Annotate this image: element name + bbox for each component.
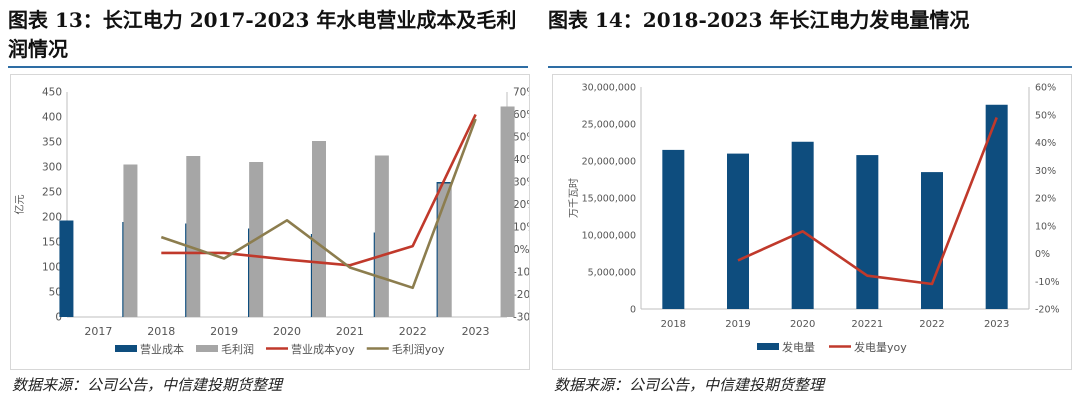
x-tick-label: 2021 <box>336 325 364 338</box>
chart-14-svg: 0 5,000,000 10,000,000 15,000,000 20,000,000… <box>568 83 1060 355</box>
bar-发电量 <box>856 155 879 309</box>
legend-label: 发电量 <box>782 340 815 354</box>
y2-tick-label: 30% <box>1035 166 1056 177</box>
y-tick-label: 400 <box>42 112 62 124</box>
chart-13-title: 图表 13：长江电力 2017-2023 年水电营业成本及毛利润情况 <box>8 8 517 61</box>
legend-swatch-发电量 <box>757 343 779 350</box>
x-tick-label: 2023 <box>462 325 490 338</box>
bar-毛利润 <box>374 155 389 317</box>
line-毛利润yoy <box>160 118 477 290</box>
x-tick-label: 2019 <box>725 319 750 330</box>
y2-tick-label: 60% <box>1035 83 1056 94</box>
chart-14-title: 图表 14：2018-2023 年长江电力发电量情况 <box>548 8 970 32</box>
y2-tick-label: 50% <box>1035 110 1056 121</box>
x-tick-label: 2023 <box>984 319 1009 330</box>
y2-tick-label: 20% <box>513 199 529 211</box>
legend-swatch-营业成本 <box>115 345 137 352</box>
bar-营业成本 <box>59 220 74 317</box>
y2-tick-label: 50% <box>513 132 529 144</box>
bar-发电量 <box>921 172 943 309</box>
right-panel: 图表 14：2018-2023 年长江电力发电量情况 0 5,000,000 10,… <box>548 0 1076 401</box>
bar-发电量 <box>727 153 749 309</box>
y2-tick-label: 0% <box>1035 249 1050 260</box>
y-tick-label: 5,000,000 <box>588 268 636 279</box>
y-tick-label: 25,000,000 <box>582 120 636 131</box>
x-tick-label: 2019 <box>210 325 238 338</box>
y2-tick-label: -30% <box>513 312 529 324</box>
bar-毛利润 <box>500 106 515 317</box>
y2-tick-label: -10% <box>513 267 529 279</box>
x-tick-label: 2018 <box>661 319 686 330</box>
y2-tick-label: -20% <box>513 289 529 301</box>
y2-tick-label: 10% <box>513 222 529 234</box>
y-tick-label: 450 <box>42 87 62 99</box>
y-tick-label: 250 <box>42 187 62 199</box>
y2-tick-label: -10% <box>1035 277 1060 288</box>
y2-tick-label: 60% <box>513 109 529 121</box>
y2-tick-label: -20% <box>1035 305 1060 316</box>
y-tick-label: 20,000,000 <box>582 157 636 168</box>
y-tick-label: 300 <box>42 162 62 174</box>
y2-tick-label: 30% <box>513 177 529 189</box>
y-tick-label: 150 <box>42 237 62 249</box>
y-tick-label: 30,000,000 <box>582 83 636 94</box>
y-axis-title: 亿元 <box>13 195 26 215</box>
y2-tick-label: 20% <box>1035 194 1056 205</box>
bar-毛利润 <box>437 183 452 317</box>
y-tick-label: 10,000,000 <box>582 231 636 242</box>
y2-tick-label: 70% <box>513 87 529 99</box>
x-tick-label: 2020 <box>273 325 301 338</box>
chart-13-source: 数据来源：公司公告，中信建投期货整理 <box>12 376 283 394</box>
x-tick-label: 2017 <box>84 325 112 338</box>
title-divider <box>8 66 528 68</box>
y-tick-label: 0 <box>630 305 636 316</box>
legend-label: 营业成本yoy <box>291 342 355 356</box>
x-tick-label: 2020 <box>790 319 815 330</box>
bar-毛利润 <box>123 164 138 317</box>
left-panel: 图表 13：长江电力 2017-2023 年水电营业成本及毛利润情况 0 50 10… <box>8 0 536 401</box>
x-tick-label: 2022 <box>919 319 944 330</box>
x-tick-label: 2022 <box>399 325 427 338</box>
bar-发电量 <box>791 141 814 309</box>
y-tick-label: 0 <box>55 312 62 324</box>
x-tick-label: 2018 <box>147 325 175 338</box>
line-发电量yoy <box>737 117 998 286</box>
title-divider <box>548 66 1072 68</box>
y-axis-title: 万千瓦时 <box>568 178 580 218</box>
y2-tick-label: 40% <box>513 154 529 166</box>
bar-毛利润 <box>312 141 326 317</box>
bar-毛利润 <box>186 156 201 317</box>
legend-label: 毛利润 <box>221 342 254 356</box>
chart-13-svg: 0 50 100 150 200 250 300 350 400 450 -30% -20% -10% 0… <box>13 87 529 357</box>
y-tick-label: 200 <box>42 212 62 224</box>
x-tick-label: 20221 <box>851 319 883 330</box>
legend-label: 发电量yoy <box>854 340 907 354</box>
chart-14-source: 数据来源：公司公告，中信建投期货整理 <box>554 376 825 394</box>
y2-tick-label: 40% <box>1035 138 1056 149</box>
line-营业成本yoy <box>161 113 477 267</box>
legend-label: 营业成本 <box>140 342 184 356</box>
y-tick-label: 15,000,000 <box>582 194 636 205</box>
chart-13-frame: 0 50 100 150 200 250 300 350 400 450 -30% -20% -10% 0… <box>10 74 530 370</box>
y-tick-label: 100 <box>42 262 62 274</box>
y2-tick-label: 10% <box>1035 221 1056 232</box>
chart-14-frame: 0 5,000,000 10,000,000 15,000,000 20,000,000… <box>552 74 1072 370</box>
bar-发电量 <box>662 149 685 309</box>
y-tick-label: 50 <box>49 287 62 299</box>
legend-label: 毛利润yoy <box>392 342 445 356</box>
y-tick-label: 350 <box>42 137 62 149</box>
legend-swatch-毛利润 <box>196 345 218 352</box>
y2-tick-label: 0% <box>513 244 529 256</box>
bar-发电量 <box>985 104 1008 309</box>
